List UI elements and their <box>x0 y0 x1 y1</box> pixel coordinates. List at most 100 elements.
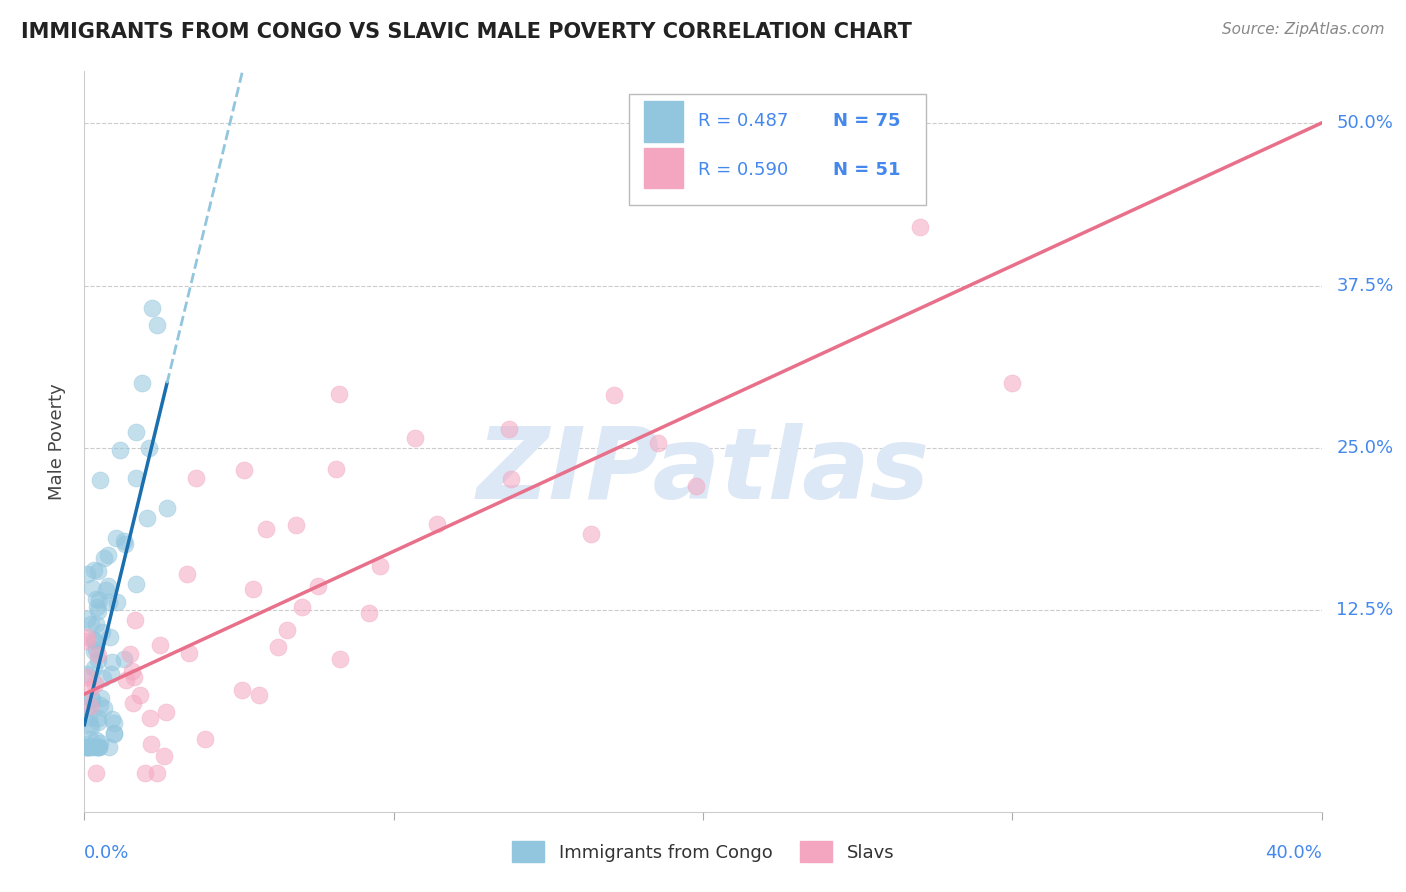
Point <box>79 739 101 754</box>
Point <box>329 651 352 665</box>
Point <box>83 644 105 658</box>
Point <box>87 711 110 725</box>
Point <box>84 732 107 747</box>
Point <box>368 558 391 573</box>
Point <box>121 696 143 710</box>
Point <box>425 517 447 532</box>
Text: 0.0%: 0.0% <box>84 844 129 863</box>
Point <box>156 501 179 516</box>
Point <box>87 603 110 617</box>
Point <box>685 479 707 493</box>
Point <box>247 688 270 702</box>
Point <box>98 631 121 645</box>
Point <box>105 595 128 609</box>
Point <box>291 600 314 615</box>
Point <box>76 667 98 681</box>
Point <box>1001 376 1024 390</box>
Point <box>84 641 107 656</box>
Point <box>76 739 98 754</box>
Point <box>80 720 103 734</box>
Text: ZIPatlas: ZIPatlas <box>477 423 929 520</box>
Point <box>76 701 98 715</box>
Point <box>86 739 108 754</box>
Point <box>100 666 122 681</box>
Point <box>134 765 156 780</box>
FancyBboxPatch shape <box>644 147 683 188</box>
Point <box>94 583 117 598</box>
Point <box>79 699 101 714</box>
Point <box>80 616 103 631</box>
Point <box>138 442 160 456</box>
Point <box>125 471 148 485</box>
Point <box>96 579 118 593</box>
Point <box>499 472 522 486</box>
Point <box>146 318 169 332</box>
Point <box>87 648 110 662</box>
Point <box>97 548 120 562</box>
Point <box>101 656 124 670</box>
Point <box>114 536 136 550</box>
Point <box>86 616 108 631</box>
Point <box>103 726 125 740</box>
Point <box>404 431 426 445</box>
Point <box>82 739 104 754</box>
Text: N = 51: N = 51 <box>832 161 900 178</box>
Text: Source: ZipAtlas.com: Source: ZipAtlas.com <box>1222 22 1385 37</box>
Point <box>93 701 115 715</box>
Point <box>121 664 143 678</box>
Point <box>105 531 128 545</box>
Point <box>242 582 264 596</box>
Point <box>89 473 111 487</box>
Point <box>101 712 124 726</box>
Point <box>103 716 125 731</box>
Point <box>89 593 111 607</box>
Point <box>79 739 101 754</box>
Point <box>122 670 145 684</box>
Point <box>83 632 105 647</box>
Point <box>76 633 98 648</box>
Point <box>79 681 101 696</box>
FancyBboxPatch shape <box>628 94 925 204</box>
Point <box>177 646 200 660</box>
Text: R = 0.487: R = 0.487 <box>697 112 789 130</box>
Point <box>90 624 112 639</box>
Point <box>112 652 135 666</box>
Text: N = 75: N = 75 <box>832 112 900 130</box>
Point <box>125 425 148 440</box>
Point <box>908 220 931 235</box>
Point <box>76 567 98 582</box>
Point <box>149 639 172 653</box>
Point <box>579 527 602 541</box>
Point <box>103 727 125 741</box>
Point <box>152 749 174 764</box>
Point <box>87 714 110 729</box>
Point <box>86 599 108 614</box>
Point <box>108 443 131 458</box>
Text: 37.5%: 37.5% <box>1337 277 1393 294</box>
Point <box>76 669 98 683</box>
Point <box>89 739 111 754</box>
Text: R = 0.590: R = 0.590 <box>697 161 789 178</box>
Point <box>93 551 115 566</box>
Point <box>98 595 121 609</box>
Point <box>80 582 103 596</box>
Point <box>76 612 98 626</box>
Point <box>83 661 105 675</box>
Point <box>124 613 146 627</box>
Point <box>139 711 162 725</box>
Point <box>89 736 111 750</box>
FancyBboxPatch shape <box>644 101 683 142</box>
Point <box>86 739 108 754</box>
Point <box>124 576 146 591</box>
Point <box>276 623 298 637</box>
Point <box>112 534 135 549</box>
Point <box>285 518 308 533</box>
Point <box>79 717 101 731</box>
Text: 40.0%: 40.0% <box>1265 844 1322 863</box>
Point <box>131 376 153 390</box>
Y-axis label: Male Poverty: Male Poverty <box>48 384 66 500</box>
Point <box>76 631 98 645</box>
Point <box>328 387 350 401</box>
Point <box>120 647 142 661</box>
Point <box>84 765 107 780</box>
